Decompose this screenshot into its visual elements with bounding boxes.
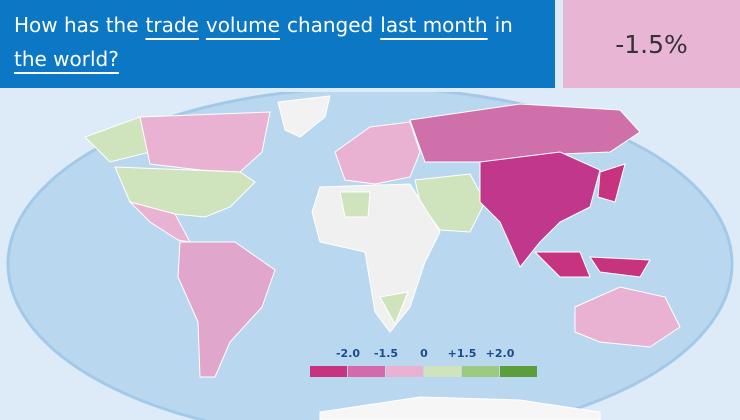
country-region [479,151,601,268]
legend-label: +1.5 [448,347,477,360]
legend-swatch [424,366,461,377]
question-keyword: last month [380,13,488,37]
legend-label: 0 [420,347,428,360]
question-box: How has the trade volume changed last month i… [0,0,555,88]
country-region [409,103,641,163]
question-keyword: trade [145,13,199,37]
country-region [311,183,441,333]
country-region [589,256,651,278]
country-region [597,163,626,203]
country-region [574,286,681,348]
country-region [533,251,591,278]
question-keyword: volume [205,13,280,37]
question-text: in [494,13,513,37]
country-region [128,201,191,243]
legend-swatch [348,366,385,377]
legend-label: -1.5 [374,347,398,360]
country-region [319,396,601,420]
legend-swatch [386,366,423,377]
map: -2.0 -1.5 0 +1.5 +2.0 [6,92,734,420]
answer-box: -1.5% [563,0,740,88]
country-region [379,291,409,326]
question-text: changed [286,13,374,37]
legend-label: +2.0 [486,347,515,360]
question-keyword: the world? [14,47,119,71]
country-region [139,111,271,173]
legend-swatch [462,366,499,377]
country-region [177,241,276,378]
question-text: How has the [14,13,139,37]
answer-value: -1.5% [615,29,688,59]
legend-swatch [310,366,347,377]
legend-label: -2.0 [336,347,360,360]
country-region [339,191,371,218]
legend-swatch [500,366,537,377]
legend: -2.0 -1.5 0 +1.5 +2.0 [310,347,537,377]
country-region [334,121,421,185]
country-region [277,95,331,138]
